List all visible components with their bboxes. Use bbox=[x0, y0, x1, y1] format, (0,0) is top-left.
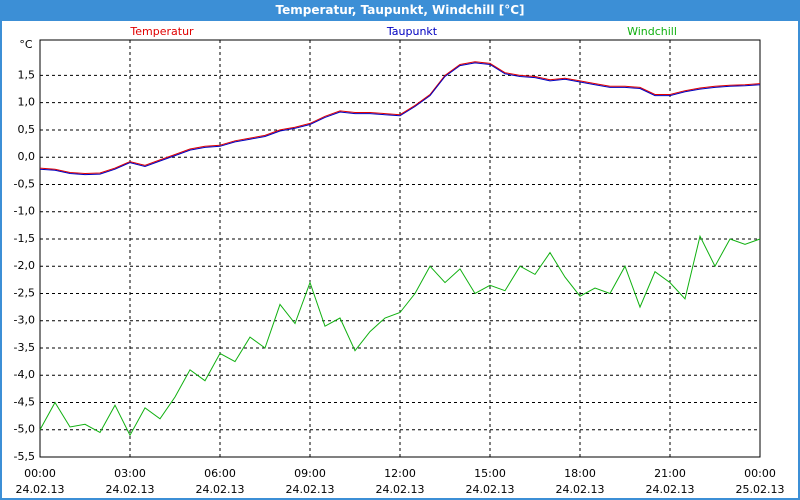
x-tick-label: 12:00 bbox=[384, 467, 416, 480]
plot-border bbox=[39, 39, 761, 458]
y-tick-label: 0,0 bbox=[18, 150, 36, 163]
y-tick-label: 1,0 bbox=[18, 96, 36, 109]
x-tick-label: 21:00 bbox=[654, 467, 686, 480]
x-tick-date: 24.02.13 bbox=[376, 483, 425, 496]
x-tick-label: 00:00 bbox=[24, 467, 56, 480]
y-tick-label: -4,5 bbox=[14, 395, 35, 408]
y-tick-label: -1,0 bbox=[14, 205, 35, 218]
y-tick-label: -1,5 bbox=[14, 232, 35, 245]
y-tick-label: -2,5 bbox=[14, 286, 35, 299]
chart-title: Temperatur, Taupunkt, Windchill [°C] bbox=[276, 3, 525, 17]
x-tick-date: 24.02.13 bbox=[556, 483, 605, 496]
y-tick-label: -0,5 bbox=[14, 177, 35, 190]
x-tick-date: 24.02.13 bbox=[466, 483, 515, 496]
y-tick-label: -5,5 bbox=[14, 450, 35, 463]
series-line bbox=[39, 61, 761, 175]
x-tick-label: 06:00 bbox=[204, 467, 236, 480]
series-line bbox=[39, 234, 761, 437]
y-tick-label: -3,0 bbox=[14, 314, 35, 327]
x-tick-date: 24.02.13 bbox=[106, 483, 155, 496]
x-tick-date: 25.02.13 bbox=[736, 483, 785, 496]
legend-label: Taupunkt bbox=[386, 25, 438, 38]
x-tick-date: 24.02.13 bbox=[196, 483, 245, 496]
y-tick-label: 1,5 bbox=[18, 68, 36, 81]
legend-label: Temperatur bbox=[129, 25, 194, 38]
y-tick-label: -5,0 bbox=[14, 423, 35, 436]
x-tick-label: 18:00 bbox=[564, 467, 596, 480]
series-line bbox=[39, 62, 761, 176]
y-tick-label: 0,5 bbox=[18, 123, 36, 136]
x-tick-label: 03:00 bbox=[114, 467, 146, 480]
y-tick-label: -3,5 bbox=[14, 341, 35, 354]
x-tick-label: 15:00 bbox=[474, 467, 506, 480]
y-tick-label: -4,0 bbox=[14, 368, 35, 381]
x-tick-date: 24.02.13 bbox=[286, 483, 335, 496]
y-axis-unit: °C bbox=[19, 38, 33, 51]
x-tick-label: 00:00 bbox=[744, 467, 776, 480]
legend-label: Windchill bbox=[627, 25, 677, 38]
x-tick-date: 24.02.13 bbox=[16, 483, 65, 496]
y-tick-label: -2,0 bbox=[14, 259, 35, 272]
x-tick-date: 24.02.13 bbox=[646, 483, 695, 496]
x-tick-label: 09:00 bbox=[294, 467, 326, 480]
